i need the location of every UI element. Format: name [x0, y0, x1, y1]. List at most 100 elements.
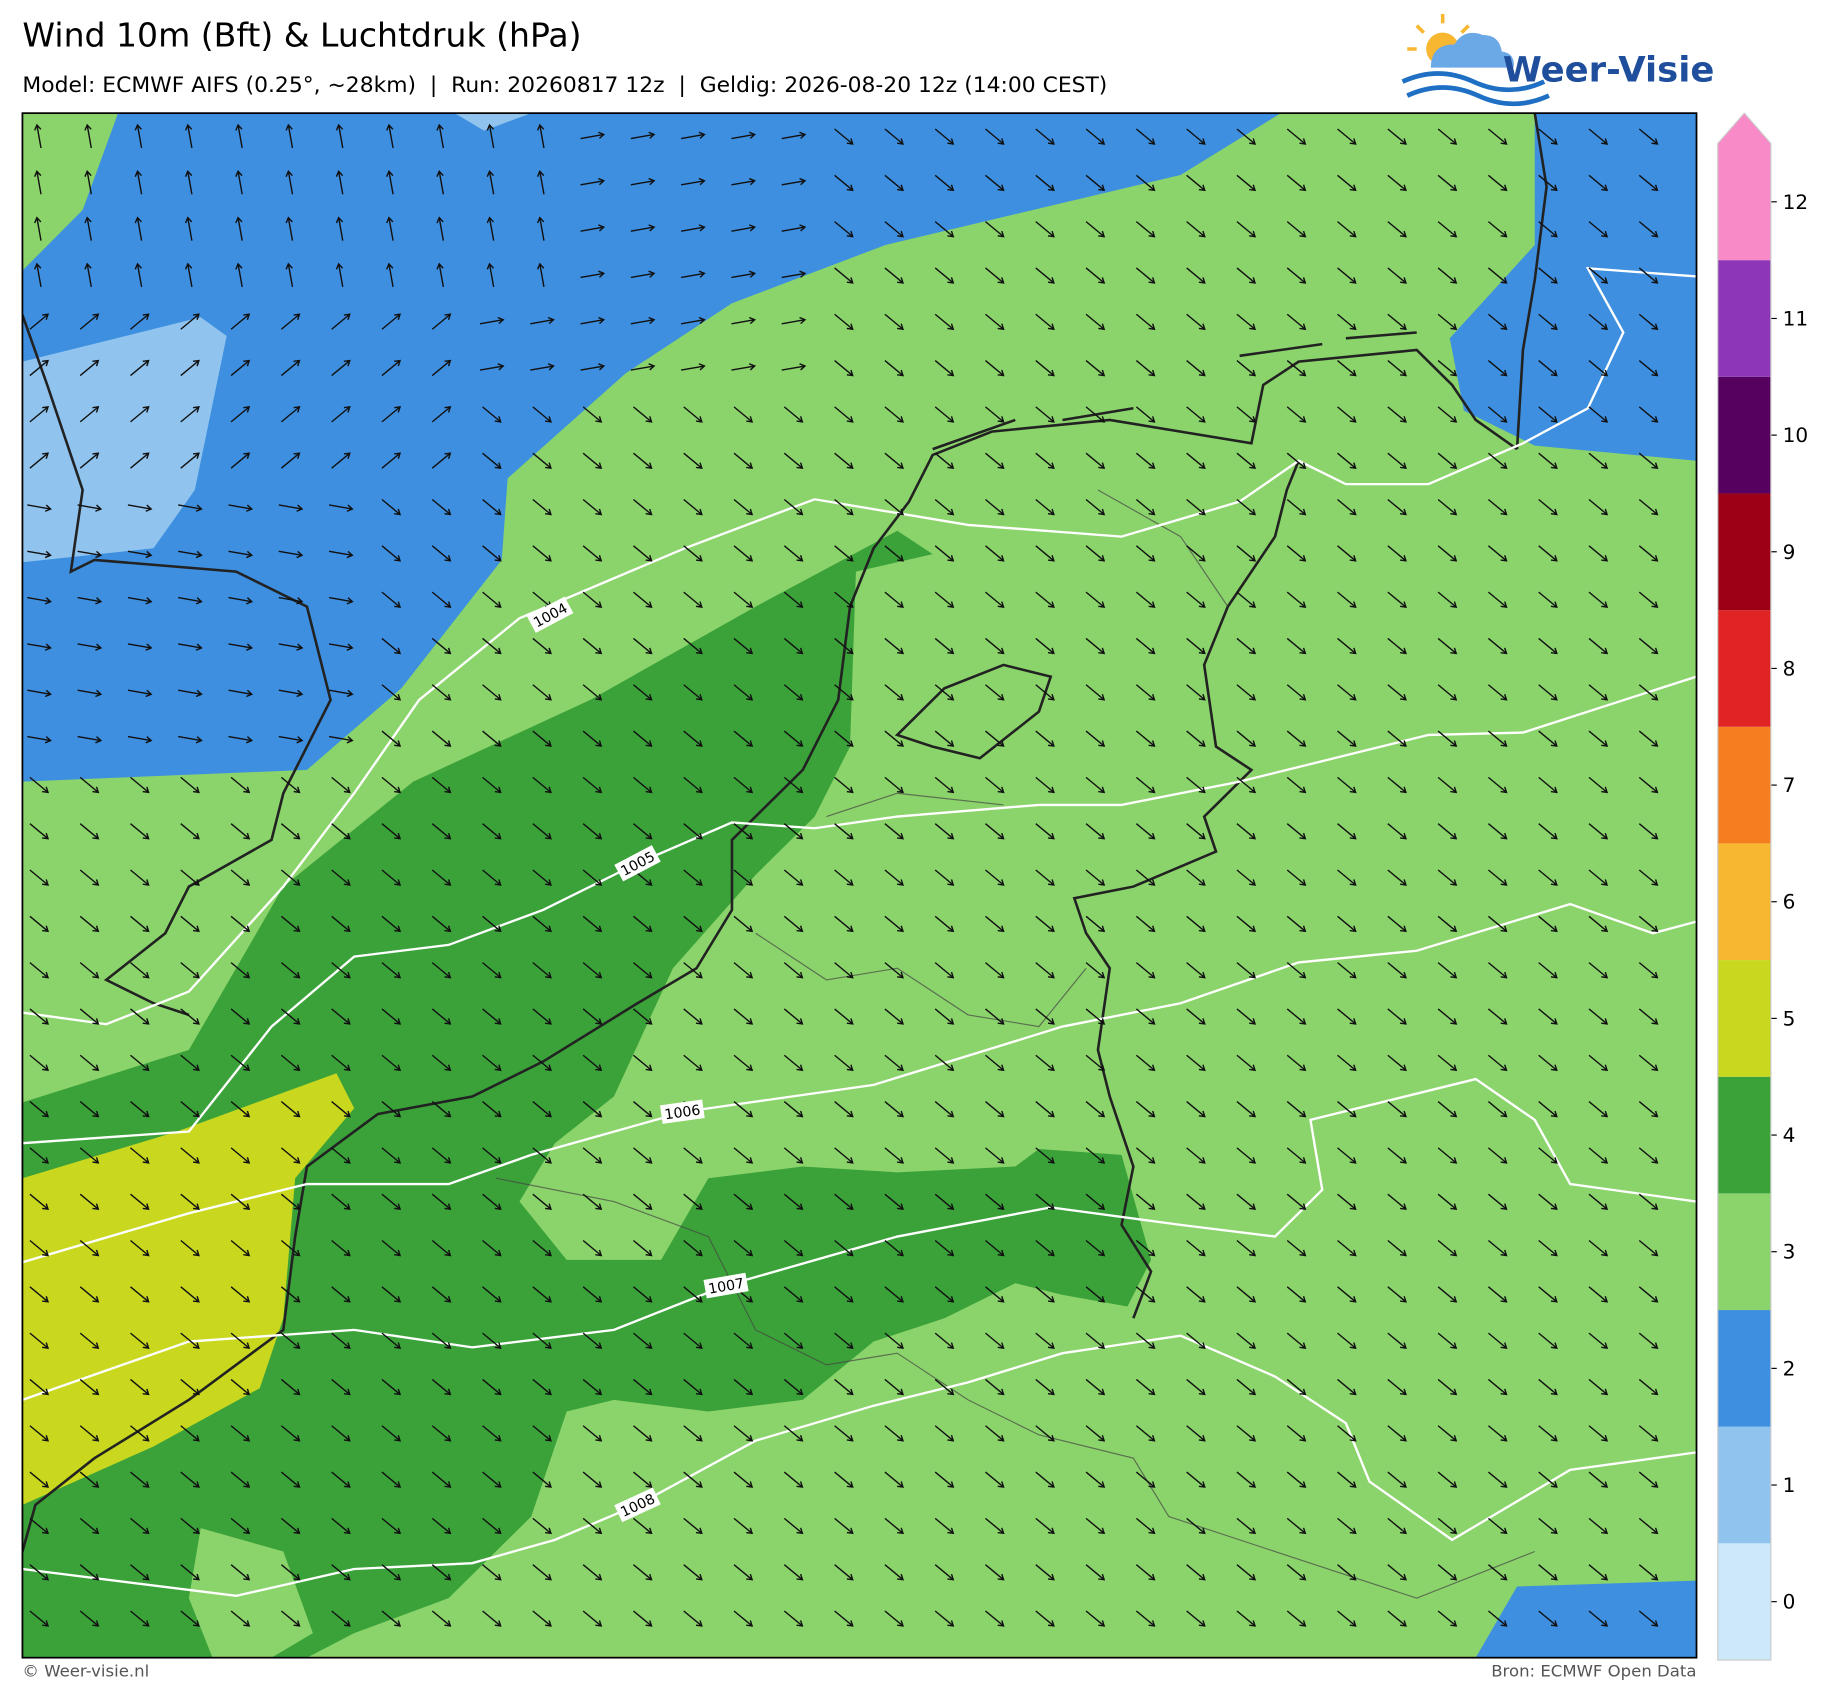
wind-arrow: [985, 1425, 1005, 1442]
wind-arrow: [783, 1239, 804, 1257]
wind-arrow: [280, 1193, 301, 1211]
wind-arrow: [1135, 1054, 1156, 1072]
wind-arrow: [1437, 776, 1458, 794]
colorbar-segment: [1717, 376, 1771, 494]
wind-arrow: [482, 1425, 502, 1442]
wind-arrow: [328, 504, 354, 512]
wind-arrow: [1588, 128, 1609, 145]
wind-arrow: [1387, 869, 1407, 886]
wind-arrow: [783, 1286, 804, 1303]
wind-arrow: [1135, 1564, 1156, 1581]
wind-arrow: [532, 545, 552, 562]
wind-arrow: [532, 1239, 552, 1257]
wind-arrow: [934, 730, 955, 747]
wind-arrow: [1286, 1008, 1307, 1025]
wind-arrow: [381, 1610, 402, 1627]
wind-arrow: [1487, 823, 1508, 840]
wind-arrow: [1085, 962, 1106, 979]
wind-arrow: [1538, 498, 1558, 516]
wind-arrow: [331, 1378, 351, 1396]
wind-arrow: [630, 131, 656, 140]
wind-arrow: [180, 1471, 200, 1488]
wind-arrow: [985, 869, 1005, 886]
colorbar-label: 12: [1783, 190, 1809, 214]
wind-arrow: [1437, 1101, 1458, 1118]
wind-arrow: [683, 1054, 703, 1072]
wind-arrow: [1437, 962, 1458, 979]
wind-arrow: [1487, 869, 1508, 886]
wind-arrow: [1588, 545, 1609, 562]
wind-arrow: [985, 915, 1005, 933]
wind-arrow: [985, 1610, 1005, 1627]
wind-arrow: [381, 1101, 402, 1118]
wind-arrow: [683, 776, 703, 794]
wind-arrow: [884, 1239, 904, 1257]
wind-arrow: [536, 170, 545, 195]
wind-arrow: [1538, 1425, 1558, 1442]
isobar: [22, 902, 1697, 1264]
wind-arrow: [1588, 360, 1609, 377]
wind-arrow: [79, 1054, 100, 1072]
wind-arrow: [834, 360, 854, 377]
wind-arrow: [127, 735, 153, 744]
colorbar-segment: [1717, 493, 1771, 611]
wind-arrow: [1135, 776, 1156, 794]
wind-arrow: [1035, 498, 1055, 516]
wind-arrow: [884, 1101, 904, 1118]
wind-arrow: [27, 643, 52, 651]
wind-arrow: [532, 498, 552, 516]
wind-arrow: [331, 1101, 351, 1118]
wind-arrow: [1286, 1286, 1307, 1303]
wind-arrow: [482, 1564, 502, 1581]
wind-arrow: [29, 1101, 50, 1118]
wind-arrow: [884, 221, 904, 238]
wind-arrow: [1588, 776, 1609, 794]
wind-arrow: [1387, 1286, 1407, 1303]
wind-arrow: [934, 452, 955, 470]
wind-arrow: [34, 216, 42, 241]
wind-arrow: [1135, 545, 1156, 562]
wind-arrow: [733, 1054, 754, 1072]
wind-arrow: [834, 776, 854, 794]
wind-arrow: [1387, 1147, 1407, 1164]
wind-arrow: [77, 550, 103, 559]
logo-text: Weer-Visie: [1503, 50, 1714, 91]
wind-arrow: [1236, 1471, 1257, 1488]
wind-arrow: [781, 363, 807, 371]
wind-arrow: [479, 316, 505, 325]
wind-arrow: [934, 1008, 955, 1025]
wind-arrow: [331, 1286, 351, 1303]
wind-arrow: [1035, 1286, 1055, 1303]
wind-arrow: [1638, 360, 1659, 377]
wind-arrow: [1538, 730, 1558, 747]
wind-arrow: [230, 1101, 251, 1118]
wind-arrow: [1035, 684, 1055, 701]
wind-arrow: [582, 1101, 603, 1118]
wind-arrow: [180, 359, 200, 377]
wind-arrow: [1337, 498, 1357, 516]
wind-arrow: [582, 915, 603, 933]
colorbar-label: 3: [1783, 1240, 1796, 1264]
wind-arrow: [381, 1193, 402, 1211]
wind-arrow: [1387, 1332, 1407, 1349]
wind-arrow: [783, 452, 804, 470]
wind-arrow: [280, 1332, 301, 1349]
wind-arrow: [280, 823, 301, 840]
wind-arrow: [1588, 1471, 1609, 1488]
wind-arrow: [1337, 1564, 1357, 1581]
wind-arrow: [985, 1471, 1005, 1488]
wind-arrow: [1135, 221, 1156, 238]
wind-arrow: [1035, 1378, 1055, 1396]
wind-arrow: [431, 869, 452, 886]
wind-arrow: [1437, 313, 1458, 331]
wind-arrow: [29, 962, 50, 979]
wind-arrow: [29, 1564, 50, 1581]
wind-arrow: [29, 1147, 50, 1164]
wind-arrow: [884, 684, 904, 701]
wind-arrow: [1286, 313, 1307, 331]
wind-arrow: [733, 1610, 754, 1627]
wind-arrow: [1186, 730, 1206, 747]
wind-arrow: [1186, 915, 1206, 933]
wind-arrow: [934, 1147, 955, 1164]
